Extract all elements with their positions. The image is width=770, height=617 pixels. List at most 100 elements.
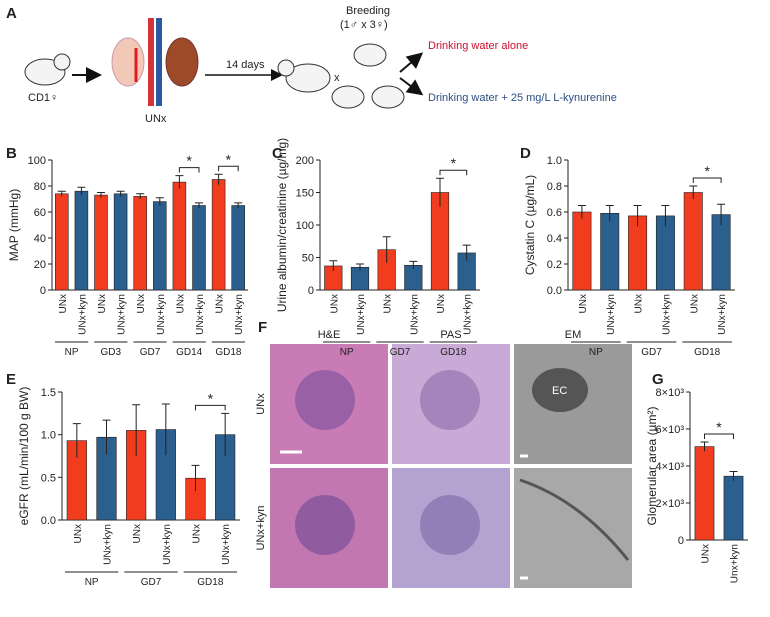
bar bbox=[683, 192, 703, 291]
bar bbox=[711, 214, 731, 291]
y-tick-label: 80 bbox=[34, 181, 46, 193]
histology-images bbox=[270, 344, 632, 588]
schematic-label: 14 days bbox=[226, 59, 265, 71]
panel-label: A bbox=[6, 5, 17, 22]
y-axis-label: Urine albumin/creatinine (µg/mg) bbox=[275, 138, 289, 312]
y-tick-label: 0.6 bbox=[547, 207, 562, 219]
x-tick-label: UNx bbox=[701, 544, 712, 563]
error-bar bbox=[132, 404, 141, 456]
y-tick-label: 1.0 bbox=[41, 430, 56, 442]
y-tick-label: 0.0 bbox=[547, 285, 562, 297]
bar bbox=[430, 192, 450, 291]
significance-bracket bbox=[178, 167, 200, 173]
bar bbox=[694, 446, 715, 541]
error-bar bbox=[155, 197, 164, 206]
x-tick-label: UNx bbox=[175, 294, 186, 313]
bar bbox=[74, 190, 89, 291]
x-tick-label: UNx+kyn bbox=[77, 294, 88, 335]
x-tick-label: UNx+kyn bbox=[606, 294, 617, 335]
significance-bracket bbox=[439, 169, 468, 176]
error-bar bbox=[214, 173, 223, 185]
significance-bracket bbox=[218, 165, 239, 172]
bar bbox=[600, 213, 620, 291]
error-bar bbox=[356, 263, 364, 271]
error-bar bbox=[661, 205, 670, 227]
bar bbox=[113, 193, 128, 291]
y-tick-label: 0 bbox=[40, 285, 46, 297]
column-header: EM bbox=[565, 329, 582, 341]
bar bbox=[655, 215, 675, 291]
x-tick-label: UNx+kyn bbox=[409, 294, 420, 335]
schematic-label: (1♂ x 3♀) bbox=[340, 19, 388, 31]
panel-label: B bbox=[6, 145, 17, 162]
x-tick-label: UNx+kyn bbox=[463, 294, 474, 335]
y-axis-label: Cystatin C (µg/mL) bbox=[523, 175, 537, 275]
y-tick-label: 60 bbox=[34, 207, 46, 219]
y-tick-label: 4×10³ bbox=[656, 461, 685, 473]
group-label: NP bbox=[85, 577, 99, 588]
error-bar bbox=[462, 244, 471, 261]
y-tick-label: 0.2 bbox=[547, 259, 562, 271]
x-tick-label: UNx bbox=[192, 524, 203, 543]
x-tick-label: UNx bbox=[578, 294, 589, 313]
panel-label: G bbox=[652, 371, 664, 388]
error-bar bbox=[409, 260, 418, 270]
error-bar bbox=[221, 412, 230, 456]
x-tick-label: UNx bbox=[689, 294, 700, 313]
y-tick-label: 2×10³ bbox=[656, 498, 685, 510]
x-tick-label: UNx bbox=[136, 294, 147, 313]
significance-mark: * bbox=[186, 153, 192, 169]
schematic bbox=[24, 18, 424, 109]
bar bbox=[231, 205, 245, 291]
error-bar bbox=[717, 203, 726, 225]
error-bar bbox=[97, 192, 105, 198]
group-label: GD7 bbox=[140, 347, 161, 358]
bar bbox=[94, 194, 108, 291]
y-tick-label: 200 bbox=[296, 155, 314, 167]
group-label: GD18 bbox=[694, 347, 721, 358]
significance-bracket bbox=[195, 404, 226, 411]
y-tick-label: 1.0 bbox=[547, 155, 562, 167]
schematic-label: Drinking water alone bbox=[428, 40, 528, 52]
x-tick-label: UNx bbox=[634, 294, 645, 313]
significance-mark: * bbox=[226, 151, 232, 167]
schematic-label: Drinking water + 25 mg/L L-kynurenine bbox=[428, 92, 617, 104]
group-label: GD7 bbox=[390, 347, 411, 358]
row-header: UNx+kyn bbox=[255, 506, 267, 551]
x-tick-label: UNx+kyn bbox=[117, 294, 128, 335]
schematic-label: CD1♀ bbox=[28, 92, 58, 104]
y-tick-label: 0.4 bbox=[547, 233, 562, 245]
error-bar bbox=[116, 190, 125, 197]
y-tick-label: 0.0 bbox=[41, 515, 56, 527]
x-tick-label: UNx+kyn bbox=[156, 294, 167, 335]
error-bar bbox=[136, 193, 145, 199]
error-bar bbox=[77, 186, 86, 196]
x-tick-label: Unx+kyn bbox=[730, 544, 741, 583]
significance-bracket bbox=[704, 433, 734, 439]
error-bar bbox=[633, 205, 642, 227]
bar bbox=[211, 179, 226, 291]
y-tick-label: 100 bbox=[296, 220, 314, 232]
y-tick-label: 0.5 bbox=[41, 472, 56, 484]
group-label: GD18 bbox=[440, 347, 467, 358]
panel-label: C bbox=[272, 145, 283, 162]
group-label: NP bbox=[65, 347, 79, 358]
significance-mark: * bbox=[451, 155, 457, 171]
y-axis-label: Glomerular area (µm²) bbox=[645, 407, 659, 526]
y-axis-label: MAP (mmHg) bbox=[7, 189, 21, 261]
y-tick-label: 0 bbox=[678, 535, 684, 547]
error-bar bbox=[234, 202, 243, 209]
column-header: H&E bbox=[318, 329, 341, 341]
group-label: GD7 bbox=[141, 577, 162, 588]
x-tick-label: UNx bbox=[132, 524, 143, 543]
row-header: UNx bbox=[255, 393, 267, 415]
error-bar bbox=[191, 464, 200, 491]
x-tick-label: UNx bbox=[73, 524, 84, 543]
x-tick-label: UNx+kyn bbox=[234, 294, 245, 335]
y-tick-label: 0.8 bbox=[547, 181, 562, 193]
column-header: PAS bbox=[440, 329, 461, 341]
bar bbox=[192, 205, 206, 291]
x-tick-label: UNx+kyn bbox=[356, 294, 367, 335]
error-bar bbox=[605, 205, 614, 222]
